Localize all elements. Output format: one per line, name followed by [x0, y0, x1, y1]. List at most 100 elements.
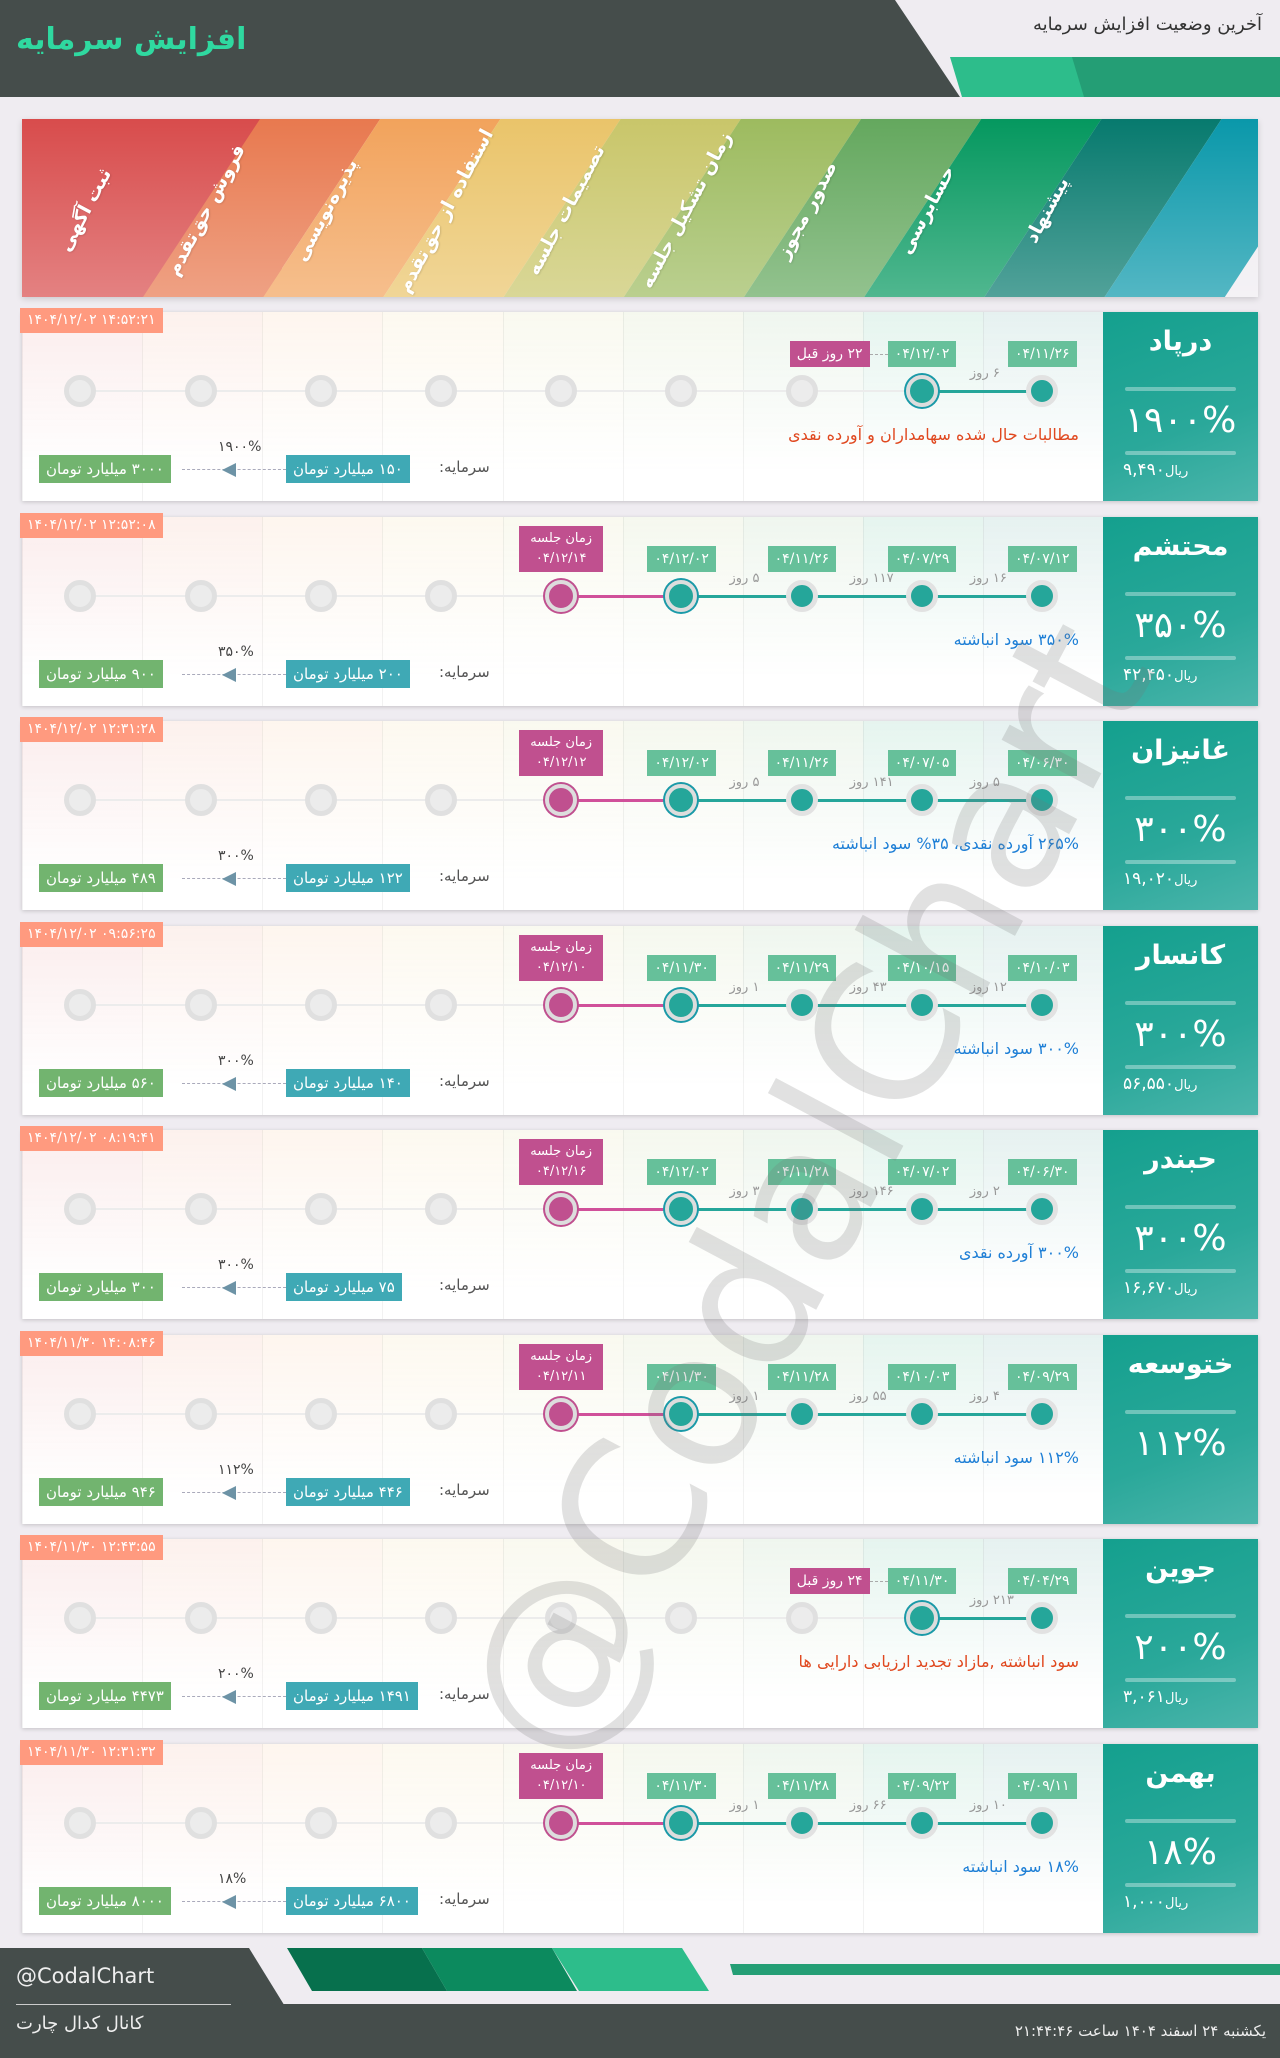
stock-symbol[interactable]: حبندر — [1144, 1144, 1217, 1175]
stock-summary: بهمن ۱۸% ریال۱,۰۰۰ — [1103, 1743, 1258, 1933]
arrow-left-icon — [222, 1281, 236, 1295]
stage-date: ۰۴/۱۲/۰۲ — [647, 1159, 716, 1185]
meeting-label: زمان جلسه — [530, 735, 593, 750]
days-between: ۵ روز — [729, 775, 760, 790]
stock-symbol[interactable]: محتشم — [1132, 530, 1229, 562]
meeting-badge: زمان جلسه ۰۴/۱۲/۱۴ — [519, 525, 604, 572]
meeting-date: ۰۴/۱۲/۱۰ — [535, 1777, 587, 1793]
update-timestamp: ۱۴۰۴/۱۱/۳۰ ۱۲:۴۳:۵۵ — [20, 1535, 163, 1560]
price-unit: ریال — [1174, 873, 1198, 888]
stock-price: ریال۵۶,۵۵۰ — [1123, 1074, 1197, 1094]
capital-before: ۱۲۲ میلیارد تومان — [286, 864, 410, 892]
stripe-shading — [22, 119, 1258, 297]
stage-dot-empty — [304, 1193, 337, 1225]
stage-dot-empty — [184, 988, 217, 1021]
stock-card[interactable]: ۰۴/۱۱/۲۶ ۰۴/۱۲/۰۲ ۶ روز ۲۲ روز قبل مطالبات ح… — [20, 308, 1258, 501]
capital-source: مطالبات حال شده سهامداران و آورده نقدی — [788, 425, 1079, 444]
stage-date: ۰۴/۰۷/۰۲ — [887, 1159, 957, 1185]
stage-dot-done — [1026, 1602, 1058, 1634]
days-between: ۴ روز — [969, 1388, 1000, 1404]
meeting-date: ۰۴/۱۲/۱۰ — [535, 959, 587, 975]
meeting-badge: زمان جلسه ۰۴/۱۲/۱۲ — [519, 730, 604, 776]
divider — [1125, 1678, 1236, 1682]
capital-source: سود انباشته ,مازاد تجدید ارزیابی دارایی … — [798, 1652, 1079, 1671]
capital-increase-percent: ۳۰۰% — [218, 1052, 254, 1069]
stock-price: ریال۳,۰۶۱ — [1123, 1687, 1188, 1707]
stock-symbol[interactable]: درپاد — [1148, 326, 1213, 357]
stage-date: ۰۴/۰۹/۱۱ — [1008, 1772, 1077, 1799]
report-datetime: یکشنبه ۲۴ اسفند ۱۴۰۴ ساعت ۲۱:۴۴:۴۶ — [1014, 2022, 1266, 2040]
stock-summary: کانسار ۳۰۰% ریال۵۶,۵۵۰ — [1103, 925, 1258, 1115]
increase-percent: ۲۰۰% — [1134, 1627, 1227, 1668]
stage-stripes — [22, 119, 1258, 297]
stage-date: ۰۴/۱۱/۲۶ — [1008, 341, 1077, 367]
capital-after: ۹۰۰ میلیارد تومان — [39, 659, 163, 688]
stock-symbol[interactable]: جوین — [1145, 1553, 1216, 1584]
stage-dot-meeting — [545, 1193, 578, 1225]
stock-card[interactable]: ۰۴/۱۰/۰۳ ۰۴/۱۰/۱۵ ۰۴/۱۱/۲۹ ۰۴/۱۱/۳۰ ۱۲ روز ۴۳… — [20, 921, 1258, 1115]
divider — [1125, 1000, 1236, 1005]
capital-label: سرمایه: — [439, 1889, 490, 1908]
stage-dot-done — [905, 1806, 938, 1839]
price-unit: ریال — [1164, 464, 1189, 479]
arrow-left-icon — [222, 872, 236, 886]
stage-dot-empty — [64, 1193, 97, 1225]
stage-date: ۰۴/۱۰/۰۳ — [887, 1363, 957, 1390]
stage-dot-done — [905, 988, 938, 1021]
increase-percent: ۱۹۰۰% — [1124, 400, 1237, 441]
capital-before: ۱۴۹۱ میلیارد تومان — [286, 1682, 418, 1710]
stage-date: ۰۴/۱۱/۲۸ — [767, 1363, 837, 1390]
channel-handle[interactable]: @CodalChart — [16, 1964, 155, 1988]
stage-dot-empty — [184, 375, 217, 407]
stock-card[interactable]: ۰۴/۰۶/۳۰ ۰۴/۰۷/۰۲ ۰۴/۱۱/۲۸ ۰۴/۱۲/۰۲ ۲ روز ۱۴۶… — [20, 1126, 1258, 1319]
stage-dot-meeting — [545, 579, 578, 612]
price-value: ۳,۰۶۱ — [1123, 1687, 1165, 1707]
divider — [1125, 1409, 1236, 1414]
stock-symbol[interactable]: کانسار — [1135, 939, 1226, 971]
capital-before: ۱۵۰ میلیارد تومان — [286, 455, 410, 483]
capital-label: سرمایه: — [439, 1685, 490, 1703]
capital-source: ۱۸% سود انباشته — [962, 1856, 1079, 1876]
update-timestamp: ۱۴۰۴/۱۲/۰۲ ۱۲:۵۲:۰۸ — [20, 512, 163, 538]
days-ago-badge: ۲۲ روز قبل — [789, 341, 870, 367]
stock-symbol[interactable]: ختوسعه — [1127, 1348, 1234, 1380]
stock-card[interactable]: ۰۴/۰۷/۱۲ ۰۴/۰۷/۲۹ ۰۴/۱۱/۲۶ ۰۴/۱۲/۰۲ ۱۶ روز ۱۱… — [20, 512, 1258, 706]
stage-dot-empty — [425, 1602, 457, 1634]
stage-dot-empty — [425, 784, 457, 816]
price-unit: ریال — [1164, 1691, 1189, 1706]
stage-date: ۰۴/۱۲/۰۲ — [887, 341, 957, 367]
stage-dot-done — [1026, 579, 1058, 612]
stock-card[interactable]: ۰۴/۰۹/۲۹ ۰۴/۱۰/۰۳ ۰۴/۱۱/۲۸ ۰۴/۱۱/۳۰ ۴ روز ۵۵ … — [20, 1330, 1258, 1524]
stage-dot-empty — [184, 1397, 217, 1430]
stage-dot-empty — [665, 375, 698, 407]
stock-card[interactable]: ۰۴/۰۹/۱۱ ۰۴/۰۹/۲۲ ۰۴/۱۱/۲۸ ۰۴/۱۱/۳۰ ۱۰ روز ۶۶… — [20, 1739, 1258, 1933]
header-accent-band-dark — [1072, 57, 1280, 97]
meeting-label: زمان جلسه — [530, 1144, 593, 1159]
update-timestamp: ۱۴۰۴/۱۱/۳۰ ۱۲:۳۱:۳۲ — [20, 1739, 163, 1765]
stage-dot-done — [785, 1806, 818, 1839]
stock-symbol[interactable]: بهمن — [1145, 1757, 1216, 1789]
stage-dot-empty — [425, 1806, 457, 1839]
capital-source: ۳۵۰% سود انباشته — [953, 629, 1079, 649]
stock-price: ریال۱۶,۶۷۰ — [1123, 1278, 1197, 1298]
channel-name: کانال کدال چارت — [16, 2013, 144, 2034]
stock-card[interactable]: ۰۴/۰۶/۳۰ ۰۴/۰۷/۰۵ ۰۴/۱۱/۲۶ ۰۴/۱۲/۰۲ ۵ روز ۱۴۱… — [20, 717, 1258, 910]
stage-dot-empty — [184, 1193, 217, 1225]
meeting-label: زمان جلسه — [530, 1348, 593, 1364]
stage-dot-done — [785, 988, 818, 1021]
stage-date: ۰۴/۱۱/۳۰ — [647, 1363, 716, 1390]
stock-symbol[interactable]: غانیزان — [1131, 735, 1230, 766]
divider — [1125, 1882, 1236, 1887]
capital-label: سرمایه: — [439, 867, 490, 885]
update-timestamp: ۱۴۰۴/۱۲/۰۲ ۱۲:۳۱:۲۸ — [20, 717, 163, 742]
capital-source: ۳۰۰% سود انباشته — [953, 1038, 1079, 1058]
days-between: ۳ روز — [729, 1184, 760, 1199]
days-ago-badge: ۲۴ روز قبل — [789, 1568, 870, 1594]
stage-dot-done — [1026, 1193, 1058, 1225]
days-between: ۱۱۷ روز — [849, 570, 894, 586]
stage-dot-done — [1026, 988, 1058, 1021]
timeline-progress — [681, 1003, 1042, 1007]
stock-card[interactable]: ۰۴/۰۴/۲۹ ۰۴/۱۱/۳۰ ۲۱۳ روز ۲۴ روز قبل سود انب… — [20, 1535, 1258, 1728]
stage-dot-done — [905, 1193, 938, 1225]
stage-dot-empty — [64, 579, 97, 612]
